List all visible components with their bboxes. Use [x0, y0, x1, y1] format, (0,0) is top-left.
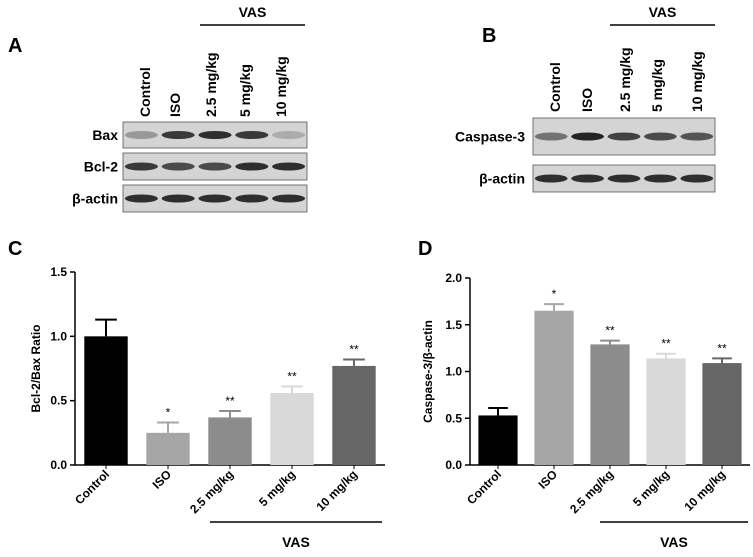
x-tick-label: 2.5 mg/kg [187, 467, 236, 516]
x-tick-label: ISO [150, 467, 175, 492]
row-label: Bax [92, 127, 118, 143]
blot-band [272, 131, 306, 139]
blot-band [124, 162, 158, 171]
lane-label: ISO [579, 88, 595, 112]
blot-band [644, 174, 677, 183]
x-tick-label: ISO [536, 467, 561, 492]
bar [332, 365, 376, 465]
y-tick-label: 0.5 [445, 411, 462, 425]
significance-label: * [552, 287, 557, 301]
blot-band [161, 162, 195, 171]
blot-band [124, 194, 158, 203]
y-tick-label: 0.5 [50, 394, 67, 408]
y-tick-label: 1.0 [50, 329, 67, 343]
group-label: VAS [282, 534, 310, 550]
lane-label: 10 mg/kg [273, 56, 289, 117]
blot-band [534, 132, 568, 141]
lane-label: 2.5 mg/kg [617, 47, 633, 112]
x-tick-label: Control [464, 467, 504, 507]
panel-label: D [418, 238, 432, 260]
bar [270, 392, 314, 465]
lane-label: 5 mg/kg [237, 64, 253, 117]
blot-band [607, 174, 641, 183]
blot-band [680, 132, 714, 141]
y-tick-label: 0.0 [50, 458, 67, 472]
lane-label: ISO [167, 93, 183, 117]
blot-band [198, 162, 232, 171]
blot-band [235, 194, 269, 203]
x-tick-label: Control [72, 467, 112, 507]
row-label: Bcl-2 [84, 159, 118, 175]
group-label: VAS [649, 4, 677, 20]
y-tick-label: 2.0 [445, 271, 462, 285]
bar [590, 344, 630, 465]
bar [478, 415, 518, 465]
blot-band [607, 132, 641, 141]
group-label: VAS [239, 4, 267, 20]
significance-label: ** [349, 342, 359, 356]
bar [146, 432, 190, 465]
row-label: Caspase-3 [455, 129, 525, 145]
x-tick-label: 5 mg/kg [630, 467, 672, 509]
blot-band [272, 162, 306, 171]
row-label: β-actin [72, 191, 118, 207]
bar [702, 363, 742, 465]
lane-label: Control [547, 62, 563, 112]
bar [84, 336, 128, 465]
y-tick-label: 0.0 [445, 458, 462, 472]
blot-band [124, 131, 158, 139]
blot-band [680, 174, 714, 183]
blot-band [235, 162, 269, 171]
group-label: VAS [660, 534, 688, 550]
blot-band [161, 194, 195, 203]
y-axis-label: Caspase-3/β-actin [421, 320, 435, 423]
significance-label: ** [287, 370, 297, 384]
y-tick-label: 1.0 [445, 365, 462, 379]
panel-label: A [8, 35, 22, 57]
blot-band [272, 194, 306, 203]
panel-label: C [8, 238, 22, 260]
significance-label: ** [717, 341, 727, 355]
blot-band [644, 132, 677, 141]
bar [208, 417, 252, 465]
significance-label: ** [225, 394, 235, 408]
bar [646, 358, 686, 465]
y-axis-label: Bcl-2/Bax Ratio [29, 324, 43, 412]
x-tick-label: 10 mg/kg [313, 467, 360, 514]
blot-band [534, 174, 568, 183]
y-tick-label: 1.5 [50, 265, 67, 279]
blot-band [161, 131, 195, 139]
bar [534, 310, 574, 465]
panel-label: B [482, 25, 496, 47]
x-tick-label: 5 mg/kg [256, 467, 298, 509]
significance-label: ** [605, 324, 615, 338]
lane-label: 5 mg/kg [649, 59, 665, 112]
x-tick-label: 10 mg/kg [681, 467, 728, 514]
blot-band [571, 174, 604, 183]
lane-label: 2.5 mg/kg [203, 52, 219, 117]
significance-label: * [166, 406, 171, 420]
x-tick-label: 2.5 mg/kg [567, 467, 616, 516]
significance-label: ** [661, 337, 671, 351]
blot-band [571, 132, 604, 141]
blot-band [235, 131, 269, 139]
blot-band [198, 194, 232, 203]
lane-label: Control [137, 67, 153, 117]
blot-band [198, 131, 232, 139]
y-tick-label: 1.5 [445, 318, 462, 332]
lane-label: 10 mg/kg [689, 51, 705, 112]
row-label: β-actin [479, 171, 525, 187]
